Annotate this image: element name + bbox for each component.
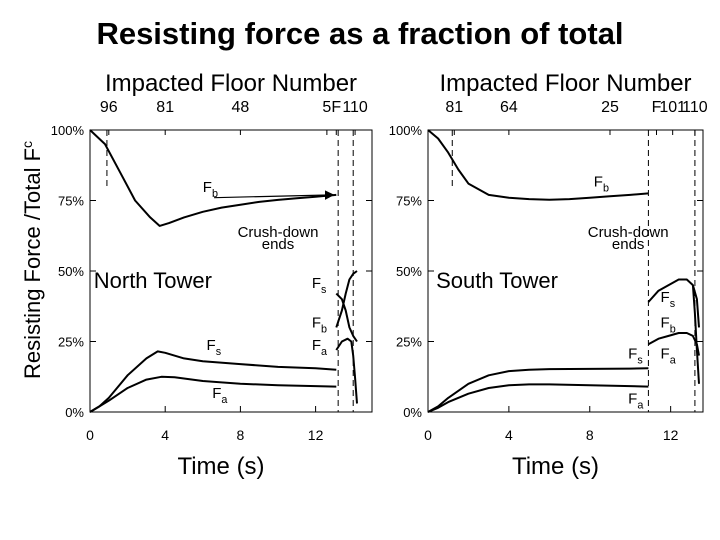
curve-label-fb-sub: b — [321, 323, 327, 335]
y-tick-label: 25% — [396, 335, 422, 350]
top-tick-label: 81 — [156, 99, 174, 116]
series-line-fa — [89, 375, 337, 413]
x-tick-label: 8 — [586, 427, 594, 443]
x-tick-label: 4 — [505, 427, 513, 443]
y-tick-label: 25% — [58, 335, 84, 350]
curve-label-fa-sub: a — [221, 394, 227, 406]
series-line-fb — [89, 129, 337, 227]
x-tick-label: 12 — [663, 427, 679, 443]
top-tick-label: 64 — [500, 99, 518, 116]
curve-label-fs: Fs — [628, 345, 643, 366]
curve-label-fa-main: F — [628, 391, 637, 408]
series-line-fa — [335, 337, 358, 404]
y-tick-label: 50% — [58, 264, 84, 279]
series-line-fs — [427, 367, 649, 413]
curve-label-fs: Fs — [661, 289, 676, 310]
curve-label-fa-sub: a — [670, 354, 676, 366]
curve-label-fb: Fb — [661, 314, 676, 335]
annotation-line2: ends — [262, 236, 295, 253]
top-axis-title: Impacted Floor Number — [439, 70, 691, 97]
curve-label-fs-sub: s — [637, 354, 643, 366]
panel-label: North Tower — [94, 268, 212, 293]
curve-label-fb: Fb — [312, 314, 327, 335]
curve-label-fb: Fb — [594, 173, 609, 194]
y-tick-label: 75% — [58, 194, 84, 209]
y-tick-label: 100% — [389, 123, 423, 138]
top-tick-label: 110 — [342, 99, 368, 116]
y-tick-label: 0% — [403, 405, 422, 420]
top-tick-label: F — [652, 99, 662, 116]
top-axis-title: Impacted Floor Number — [105, 70, 357, 97]
curve-label-fs-main: F — [312, 275, 321, 292]
series-line-fa — [427, 383, 649, 413]
curve-label-fb-main: F — [661, 314, 670, 331]
annotation-line1: Crush-down — [588, 224, 669, 241]
series-line-fs — [335, 292, 358, 343]
annotation-line2: ends — [612, 236, 645, 253]
x-axis-label: Time (s) — [177, 453, 264, 480]
annotation-arrow — [214, 190, 335, 200]
curve-label-fs-sub: s — [321, 284, 327, 296]
y-axis-label-subscript: c — [19, 141, 35, 148]
curve-label-fs-main: F — [661, 289, 670, 306]
top-tick-label: F — [331, 99, 341, 116]
top-tick-label: 101 — [659, 99, 686, 116]
y-tick-label: 50% — [396, 264, 422, 279]
curve-label-fb-sub: b — [603, 182, 609, 194]
curve-label-fb-sub: b — [212, 188, 218, 200]
curve-label-fs-sub: s — [670, 298, 676, 310]
curve-label-fa: Fa — [212, 385, 227, 406]
curve-label-fb-main: F — [203, 179, 212, 196]
y-axis-label: Resisting Force /Total Fc — [19, 141, 45, 379]
top-tick-label: 110 — [682, 99, 708, 116]
curve-label-fa: Fa — [312, 337, 327, 358]
top-tick-label: 5 — [322, 99, 331, 116]
top-tick-label: 81 — [445, 99, 463, 116]
curve-label-fa-main: F — [661, 345, 670, 362]
series-line-fb — [647, 332, 700, 356]
series-line-fs — [647, 278, 700, 328]
curve-label-fa-sub: a — [321, 346, 327, 358]
x-tick-label: 4 — [161, 427, 169, 443]
chart-title: Resisting force as a fraction of total — [96, 16, 624, 51]
curve-label-fb-sub: b — [670, 323, 676, 335]
x-tick-label: 12 — [308, 427, 324, 443]
top-tick-label: 48 — [232, 99, 250, 116]
curve-label-fa: Fa — [628, 391, 643, 412]
series-line-fb — [335, 270, 358, 328]
panel-label: South Tower — [436, 268, 558, 293]
curve-label-fa-main: F — [212, 385, 221, 402]
curve-label-fs: Fs — [207, 337, 222, 358]
curve-label-fb-main: F — [594, 173, 603, 190]
curve-label-fa-main: F — [312, 337, 321, 354]
curve-label-fa-sub: a — [637, 400, 643, 412]
series-line-fb — [427, 129, 649, 201]
curve-label-fa: Fa — [661, 345, 676, 366]
curve-label-fs: Fs — [312, 275, 327, 296]
series-line-fa — [691, 285, 700, 384]
annotation-line1: Crush-down — [238, 224, 319, 241]
y-tick-label: 0% — [65, 405, 84, 420]
curve-label-fb: Fb — [203, 179, 218, 200]
curve-label-fb-main: F — [312, 314, 321, 331]
y-axis-label-text: Resisting Force /Total F — [20, 148, 45, 379]
y-tick-label: 100% — [51, 123, 85, 138]
x-tick-label: 0 — [86, 427, 94, 443]
curve-label-fs-main: F — [628, 345, 637, 362]
curve-label-fs-sub: s — [216, 346, 222, 358]
series-line-fs — [89, 350, 337, 413]
x-axis-label: Time (s) — [512, 453, 599, 480]
x-tick-label: 8 — [237, 427, 245, 443]
x-tick-label: 0 — [424, 427, 432, 443]
y-tick-label: 75% — [396, 194, 422, 209]
top-tick-label: 25 — [601, 99, 619, 116]
curve-label-fs-main: F — [207, 337, 216, 354]
top-tick-label: 96 — [100, 99, 118, 116]
